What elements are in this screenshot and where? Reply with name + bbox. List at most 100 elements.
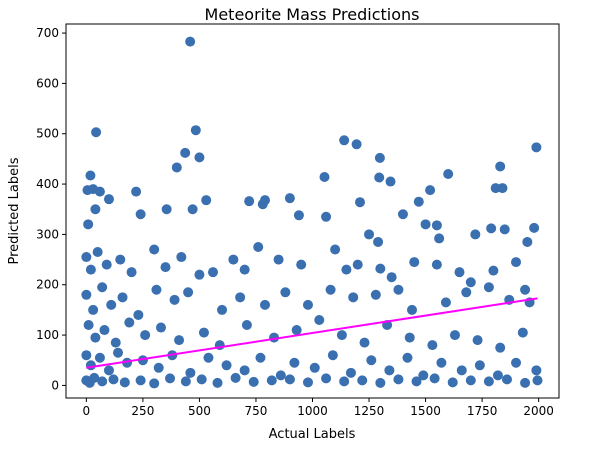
data-point (472, 335, 483, 346)
data-point (436, 357, 447, 368)
data-point (420, 219, 431, 230)
data-point (357, 375, 368, 386)
data-point (330, 244, 341, 255)
data-point (81, 350, 92, 361)
data-point (375, 263, 386, 274)
data-point (385, 176, 396, 187)
data-point (497, 183, 508, 194)
data-point (443, 169, 454, 180)
axis-ticks: 0 250 500 750 1000 1250 1500 1750 2000 0 100 200 300… (36, 26, 554, 418)
data-point (119, 377, 130, 388)
data-point (221, 360, 232, 371)
data-point (345, 367, 356, 378)
trend-line (86, 297, 538, 369)
data-point (495, 161, 506, 172)
data-point (375, 377, 386, 388)
data-point (187, 204, 198, 215)
data-point (495, 342, 506, 353)
data-point (486, 223, 497, 234)
data-point (483, 282, 494, 293)
data-point (447, 377, 458, 388)
data-point (474, 360, 485, 371)
data-point (99, 325, 110, 336)
data-point (110, 337, 121, 348)
data-point (440, 297, 451, 308)
data-point (85, 360, 96, 371)
data-point (409, 257, 420, 268)
data-point (149, 378, 160, 389)
data-point (131, 186, 142, 197)
data-point (289, 357, 300, 368)
data-point (207, 267, 218, 278)
data-point (253, 241, 264, 252)
data-points (81, 36, 543, 389)
y-tick-label: 600 (36, 76, 59, 90)
data-point (151, 284, 162, 295)
data-point (97, 282, 108, 293)
data-point (354, 197, 365, 208)
data-point (81, 289, 92, 300)
x-tick-label: 1750 (467, 404, 498, 418)
data-point (384, 365, 395, 376)
data-point (140, 330, 151, 341)
data-point (198, 327, 209, 338)
data-point (239, 264, 250, 275)
data-point (520, 284, 531, 295)
data-point (176, 252, 187, 263)
data-point (411, 376, 422, 387)
data-point (418, 370, 429, 381)
data-point (185, 36, 196, 47)
data-point (203, 352, 214, 363)
data-point (499, 224, 510, 235)
data-point (239, 365, 250, 376)
data-point (217, 304, 228, 315)
data-point (113, 347, 124, 358)
y-tick-label: 200 (36, 278, 59, 292)
data-point (339, 376, 350, 387)
y-axis-label: Predicted Labels (7, 157, 22, 264)
data-point (374, 152, 385, 163)
data-point (89, 372, 100, 383)
data-point (155, 322, 166, 333)
x-tick-label: 750 (245, 404, 268, 418)
data-point (449, 330, 460, 341)
data-point (522, 236, 533, 247)
data-point (180, 376, 191, 387)
data-point (280, 287, 291, 298)
data-point (201, 195, 212, 206)
data-point (284, 374, 295, 385)
data-point (386, 272, 397, 283)
data-point (194, 269, 205, 280)
y-tick-label: 300 (36, 227, 59, 241)
data-point (260, 299, 271, 310)
y-tick-label: 500 (36, 127, 59, 141)
data-point (149, 244, 160, 255)
data-point (230, 372, 241, 383)
data-point (103, 365, 114, 376)
data-point (351, 139, 362, 150)
x-tick-label: 2000 (523, 404, 554, 418)
data-point (336, 330, 347, 341)
x-tick-label: 500 (188, 404, 211, 418)
data-point (431, 259, 442, 270)
trend-line-group (86, 297, 538, 369)
data-point (325, 284, 336, 295)
data-point (284, 193, 295, 204)
data-point (94, 352, 105, 363)
data-point (465, 375, 476, 386)
data-point (117, 292, 128, 303)
data-point (359, 337, 370, 348)
data-point (161, 204, 172, 215)
data-point (488, 265, 499, 276)
data-point (108, 374, 119, 385)
data-point (529, 222, 540, 233)
data-point (85, 170, 96, 181)
data-point (85, 264, 96, 275)
data-point (90, 332, 101, 343)
data-point (431, 220, 442, 231)
chart-title: Meteorite Mass Predictions (205, 5, 420, 24)
data-point (402, 352, 413, 363)
data-point (91, 127, 102, 138)
data-point (255, 352, 266, 363)
